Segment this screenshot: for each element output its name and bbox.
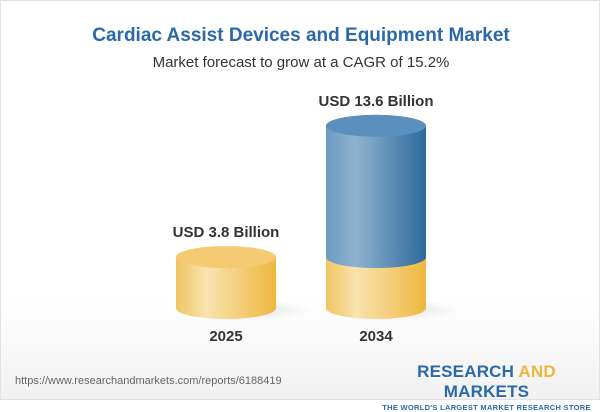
- cylinder-2034: USD 13.6 Billion 2034: [318, 93, 461, 345]
- base-segment: [176, 257, 276, 319]
- category-label: 2034: [359, 328, 393, 345]
- growth-segment: [326, 125, 426, 269]
- chart-title: Cardiac Assist Devices and Equipment Mar…: [92, 25, 510, 46]
- category-label: 2025: [209, 328, 242, 345]
- data-label: USD 3.8 Billion: [173, 224, 280, 241]
- cylinder-top: [176, 246, 276, 269]
- cylinder-2025: USD 3.8 Billion 2025: [171, 224, 311, 345]
- base-segment: [326, 257, 426, 319]
- chart-subtitle: Market forecast to grow at a CAGR of 15.…: [152, 54, 450, 71]
- data-label: USD 13.6 Billion: [318, 93, 433, 110]
- research-and-markets-logo: RESEARCH AND MARKETS THE WORLD'S LARGEST…: [382, 362, 591, 412]
- cylinder-top: [326, 114, 426, 137]
- source-url[interactable]: https://www.researchandmarkets.com/repor…: [15, 375, 282, 387]
- cylinder-chart: USD 3.8 Billion 2025 USD 13.6 Billion 2034: [171, 93, 461, 345]
